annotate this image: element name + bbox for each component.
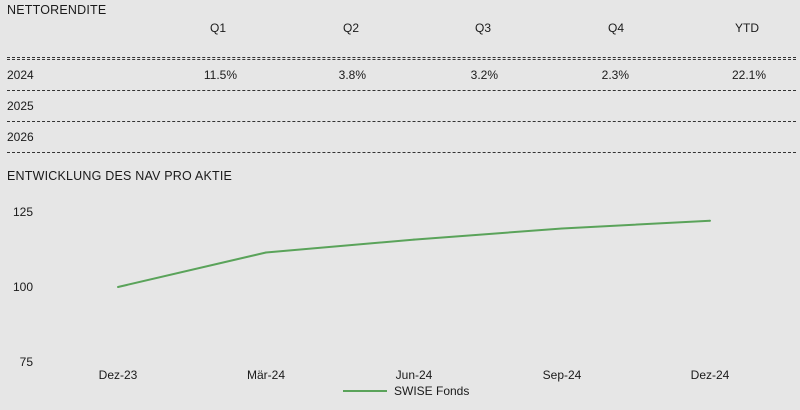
column-header-q2: Q2 xyxy=(342,21,359,35)
returns-title: NETTORENDITE xyxy=(7,3,107,17)
column-header-q4: Q4 xyxy=(607,21,624,35)
cell-2024-q2: 3.8% xyxy=(338,68,366,82)
y-tick-label: 125 xyxy=(13,205,33,219)
data-point xyxy=(709,219,711,222)
table-divider xyxy=(7,57,796,58)
row-year-2025: 2025 xyxy=(7,99,34,113)
column-header-q1: Q1 xyxy=(209,21,226,35)
x-axis: Dez-23 Mär-24 Jun-24 Sep-24 Dez-24 xyxy=(99,368,730,382)
y-tick-label: 100 xyxy=(13,280,33,294)
x-tick-label: Dez-24 xyxy=(691,368,730,382)
cell-2024-q4: 2.3% xyxy=(601,68,629,82)
table-divider xyxy=(7,121,796,122)
table-divider xyxy=(7,59,796,60)
cell-2024-q3: 3.2% xyxy=(470,68,498,82)
series-line xyxy=(117,219,711,288)
series-layer xyxy=(117,219,711,288)
row-year-2026: 2026 xyxy=(7,130,34,144)
data-point xyxy=(413,238,415,241)
column-header-q3: Q3 xyxy=(474,21,491,35)
data-point xyxy=(265,251,267,254)
data-point xyxy=(117,286,119,288)
row-year-2024: 2024 xyxy=(7,68,34,82)
table-divider xyxy=(7,152,796,153)
table-divider xyxy=(7,90,796,91)
cell-2024-ytd: 22.1% xyxy=(731,68,766,82)
nav-chart-title: ENTWICKLUNG DES NAV PRO AKTIE xyxy=(7,169,233,183)
x-tick-label: Dez-23 xyxy=(99,368,138,382)
column-header-ytd: YTD xyxy=(735,21,759,35)
legend: SWISE Fonds xyxy=(343,384,469,398)
y-axis: 75 100 125 xyxy=(13,205,33,369)
x-tick-label: Mär-24 xyxy=(247,368,285,382)
x-tick-label: Sep-24 xyxy=(543,368,582,382)
data-point xyxy=(561,227,563,230)
legend-label: SWISE Fonds xyxy=(394,384,469,398)
cell-2024-q1: 11.5% xyxy=(203,68,237,82)
y-tick-label: 75 xyxy=(20,355,34,369)
x-tick-label: Jun-24 xyxy=(396,368,433,382)
